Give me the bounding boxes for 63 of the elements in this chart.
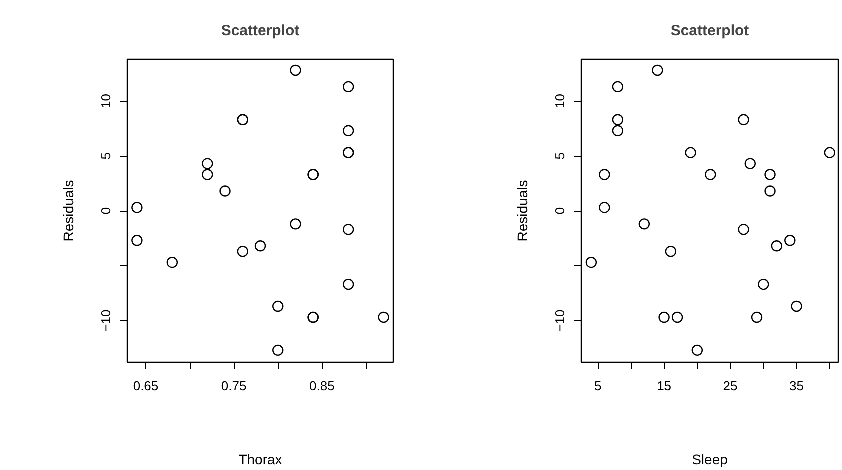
point — [272, 300, 284, 312]
point — [672, 312, 684, 324]
point — [272, 344, 284, 356]
point — [705, 169, 716, 180]
x-axis-title: Sleep — [692, 452, 728, 468]
point — [202, 169, 214, 180]
point — [290, 64, 302, 76]
point — [638, 218, 650, 230]
point — [132, 235, 143, 246]
point — [764, 186, 776, 197]
y-tick-label: −10 — [552, 310, 568, 332]
point — [612, 81, 624, 93]
point — [599, 169, 610, 180]
point — [132, 202, 143, 214]
x-tick-label: 0.85 — [310, 378, 335, 394]
x-tick-label: 15 — [657, 378, 672, 394]
y-tick-label: 10 — [98, 94, 114, 108]
y-tick-label: 10 — [552, 94, 568, 108]
point — [738, 224, 750, 236]
point — [237, 246, 248, 258]
chart-title: Scatterplot — [221, 22, 300, 40]
chart-title: Scatterplot — [670, 22, 750, 40]
point — [342, 224, 354, 236]
point — [771, 240, 782, 252]
x-tick-label: 0.75 — [221, 378, 247, 394]
y-tick-label: −10 — [98, 310, 114, 332]
point — [652, 64, 664, 76]
point — [692, 344, 704, 356]
point — [378, 312, 390, 324]
point — [744, 158, 756, 170]
point — [290, 218, 302, 230]
point — [166, 257, 178, 268]
x-tick-label: 35 — [790, 378, 804, 394]
x-tick-label: 0.65 — [133, 378, 159, 394]
point — [586, 257, 598, 268]
point — [764, 169, 776, 180]
point — [612, 125, 624, 136]
point — [791, 300, 802, 312]
y-axis-title: Residuals — [514, 180, 530, 242]
y-tick-label: 5 — [98, 152, 114, 160]
point — [342, 125, 354, 136]
x-tick-label: 25 — [723, 378, 738, 394]
point — [751, 312, 763, 324]
point — [824, 147, 836, 158]
y-axis-title: Residuals — [60, 180, 76, 242]
point — [784, 235, 796, 246]
point — [342, 81, 354, 93]
y-tick-label: 0 — [98, 207, 114, 215]
point — [612, 114, 624, 126]
point — [254, 240, 266, 252]
point — [342, 278, 354, 290]
x-tick-label: 5 — [594, 378, 602, 394]
point — [658, 312, 670, 324]
y-tick-label: 5 — [552, 152, 568, 160]
point — [599, 202, 610, 214]
point — [665, 246, 677, 258]
point — [685, 147, 696, 158]
point — [202, 158, 214, 170]
y-tick-label: 0 — [552, 207, 568, 215]
x-axis-title: Thorax — [238, 452, 282, 468]
point — [758, 278, 770, 290]
point — [738, 114, 750, 126]
point — [220, 186, 231, 197]
